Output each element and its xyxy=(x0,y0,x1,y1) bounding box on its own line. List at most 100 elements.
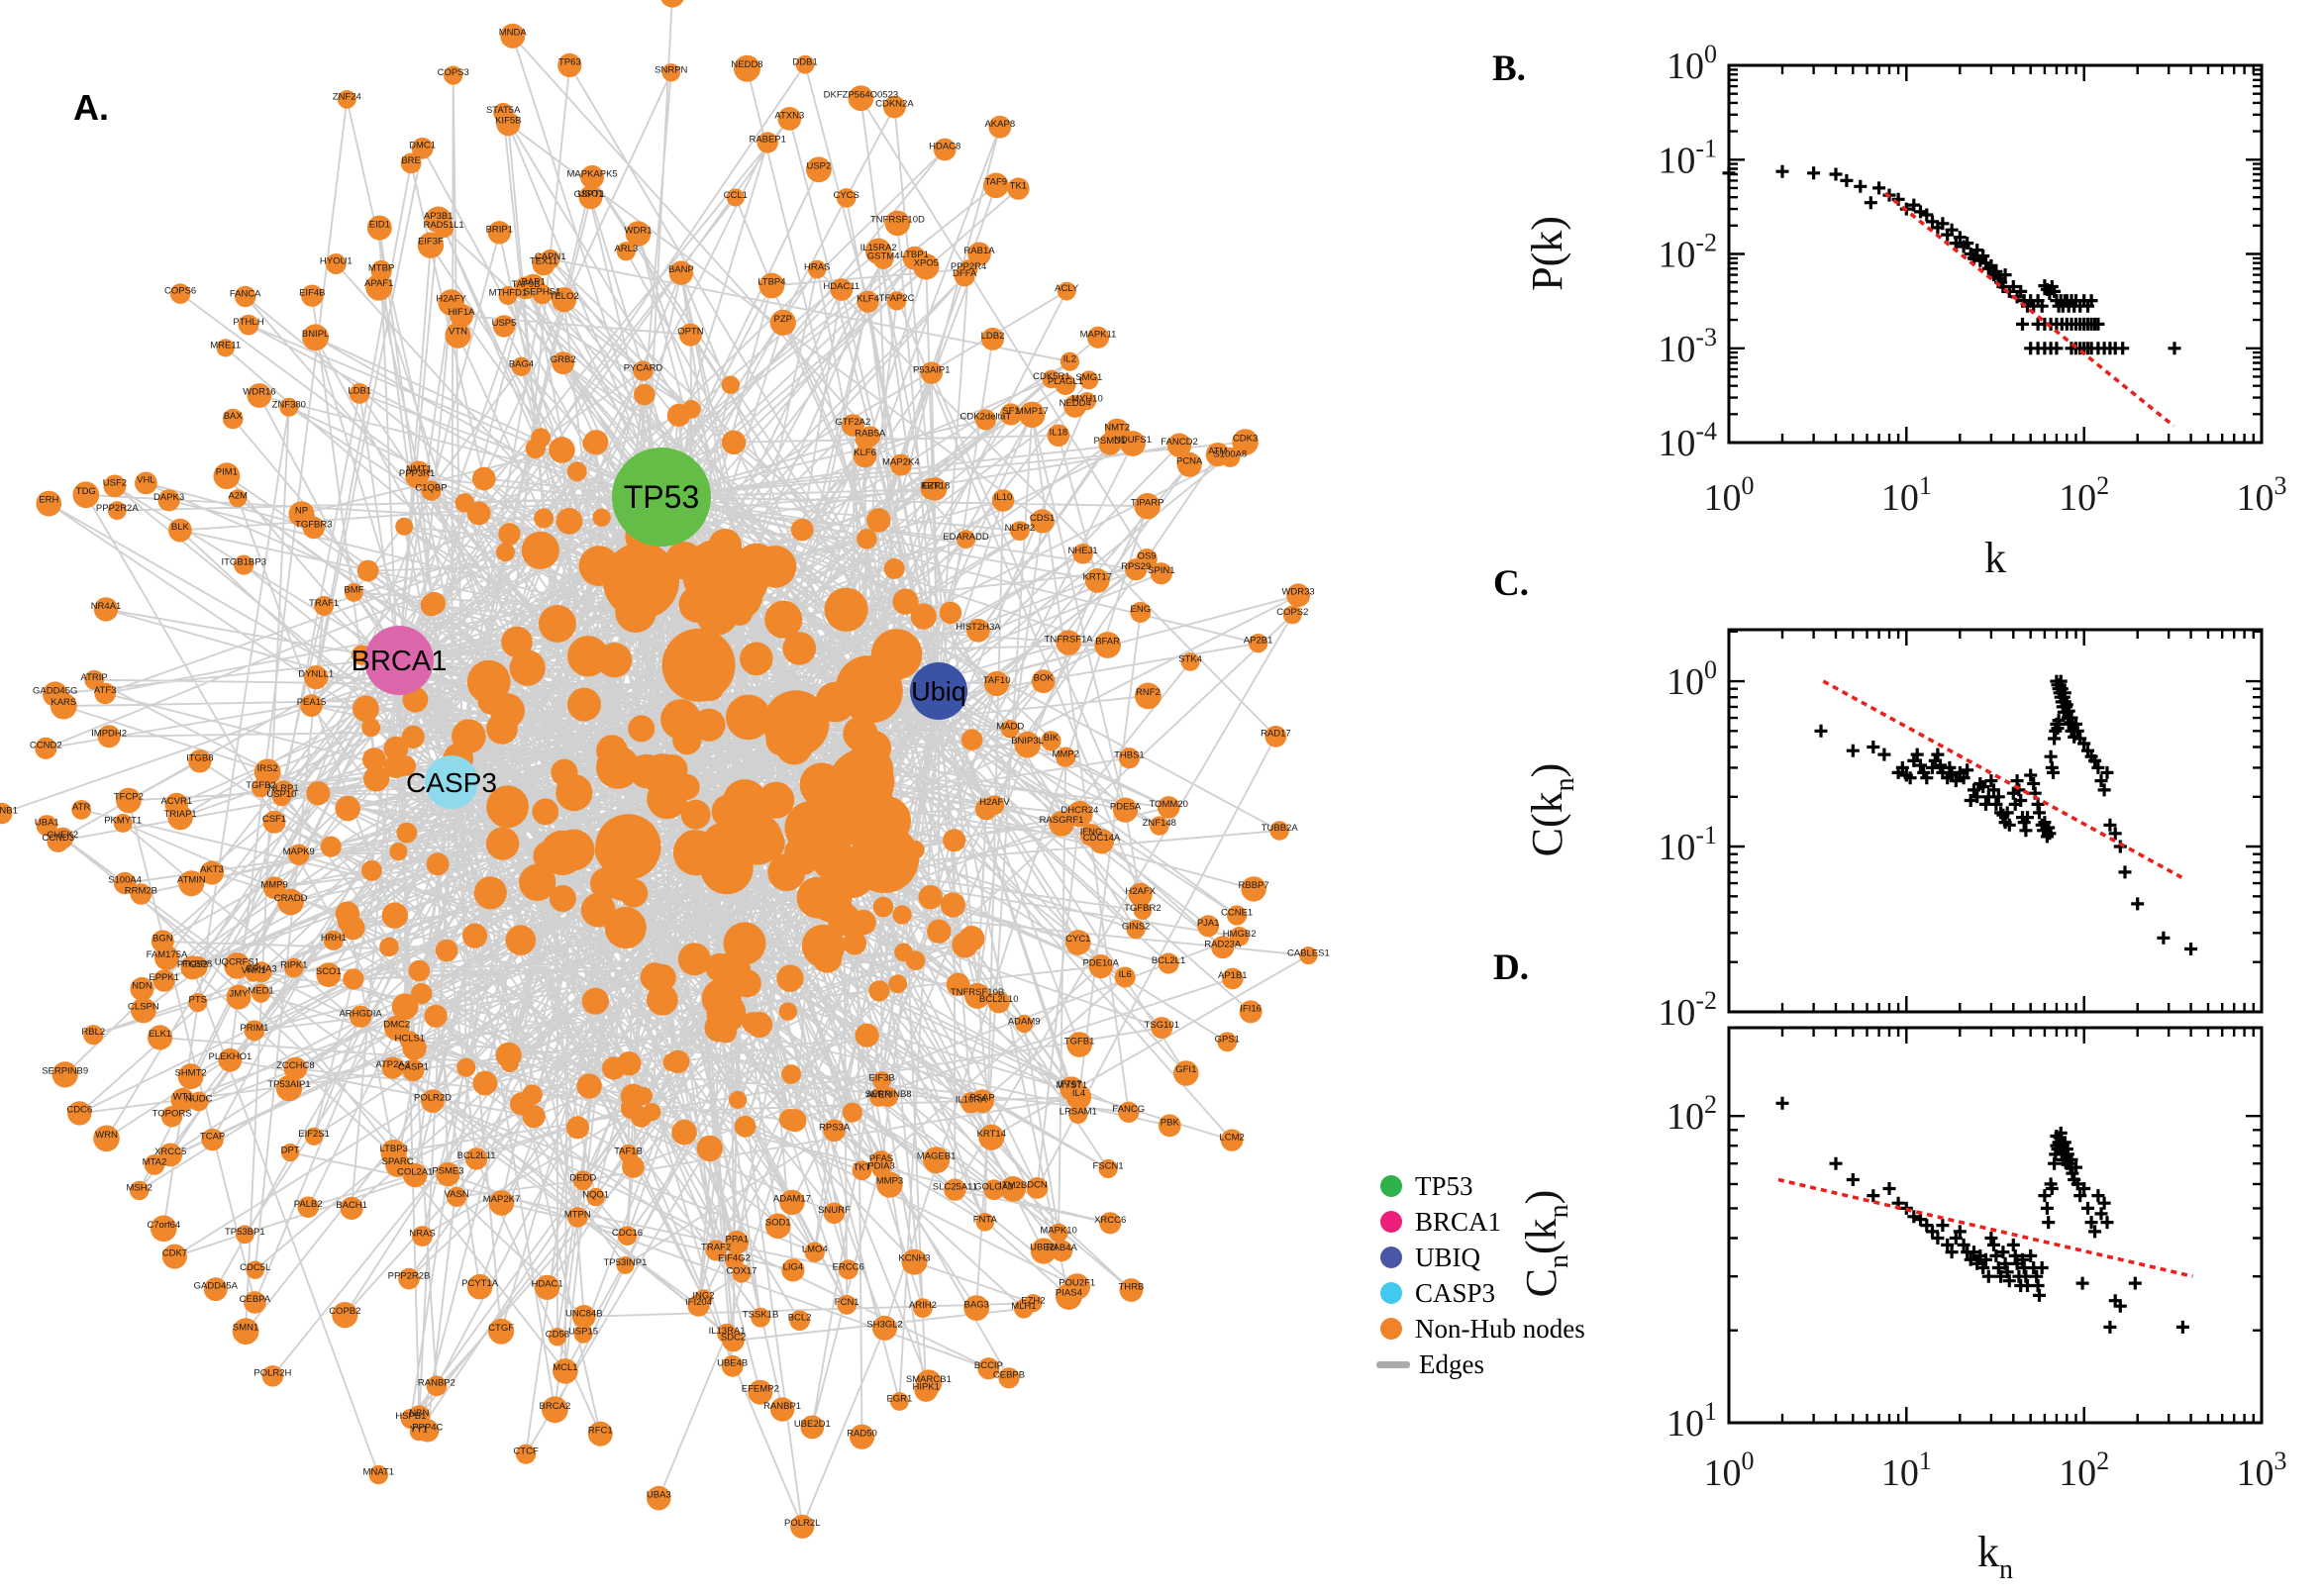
network-node[interactable] xyxy=(1088,954,1113,979)
network-node[interactable] xyxy=(400,152,422,174)
network-node[interactable] xyxy=(855,1023,879,1047)
network-node[interactable] xyxy=(943,829,966,852)
network-node[interactable] xyxy=(983,172,1009,199)
network-node[interactable] xyxy=(1099,1212,1122,1235)
network-node[interactable] xyxy=(131,997,156,1024)
network-node[interactable] xyxy=(335,795,361,822)
network-node[interactable] xyxy=(580,164,605,189)
network-node[interactable] xyxy=(391,993,419,1021)
network-node[interactable] xyxy=(188,749,212,773)
network-node[interactable] xyxy=(1068,1104,1088,1124)
network-node[interactable] xyxy=(1118,748,1140,769)
network-node[interactable] xyxy=(824,587,868,632)
network-node[interactable] xyxy=(511,356,532,376)
network-node[interactable] xyxy=(168,518,192,543)
network-node[interactable] xyxy=(843,931,867,955)
network-node[interactable] xyxy=(696,1135,723,1162)
network-node[interactable] xyxy=(487,221,511,245)
network-node[interactable] xyxy=(1066,1032,1092,1057)
network-node[interactable] xyxy=(36,490,62,517)
network-node[interactable] xyxy=(622,1155,645,1178)
network-node[interactable] xyxy=(566,461,587,482)
network-node[interactable] xyxy=(203,1277,228,1302)
network-node[interactable] xyxy=(1150,562,1172,585)
network-node[interactable] xyxy=(94,682,116,705)
network-node[interactable] xyxy=(35,737,57,759)
network-node[interactable] xyxy=(498,523,521,546)
network-node[interactable] xyxy=(216,339,235,357)
network-node[interactable] xyxy=(887,291,907,311)
network-node[interactable] xyxy=(838,1259,858,1280)
network-node[interactable] xyxy=(226,984,252,1010)
network-node[interactable] xyxy=(398,1267,420,1290)
network-node[interactable] xyxy=(576,1073,602,1099)
network-node[interactable] xyxy=(471,466,496,491)
network-node[interactable] xyxy=(966,618,990,643)
network-node[interactable] xyxy=(1057,281,1076,301)
network-node[interactable] xyxy=(1264,725,1287,748)
network-node[interactable] xyxy=(557,52,582,77)
network-node[interactable] xyxy=(660,699,701,740)
network-node[interactable] xyxy=(920,361,943,384)
network-node[interactable] xyxy=(809,879,853,923)
network-node[interactable] xyxy=(262,876,286,899)
network-node[interactable] xyxy=(933,138,957,161)
network-node[interactable] xyxy=(1098,432,1122,455)
network-node[interactable] xyxy=(734,54,760,82)
network-node[interactable] xyxy=(628,715,656,743)
network-node[interactable] xyxy=(678,323,702,347)
network-node[interactable] xyxy=(1151,1017,1173,1040)
network-node[interactable] xyxy=(279,397,299,417)
network-node[interactable] xyxy=(671,1119,697,1146)
network-node[interactable] xyxy=(913,253,940,280)
network-node[interactable] xyxy=(1220,1129,1244,1151)
network-node[interactable] xyxy=(625,221,652,247)
network-node[interactable] xyxy=(823,1119,846,1143)
network-node[interactable] xyxy=(918,885,943,910)
hub-node-brca1[interactable] xyxy=(364,626,434,695)
network-node[interactable] xyxy=(1098,1158,1118,1179)
network-node[interactable] xyxy=(734,1115,757,1138)
network-node[interactable] xyxy=(252,983,270,1003)
network-node[interactable] xyxy=(800,1415,825,1440)
network-node[interactable] xyxy=(363,765,390,792)
network-node[interactable] xyxy=(262,810,286,834)
network-node[interactable] xyxy=(1128,882,1153,907)
network-node[interactable] xyxy=(769,1397,795,1422)
network-node[interactable] xyxy=(580,892,616,928)
network-node[interactable] xyxy=(305,1127,324,1146)
network-node[interactable] xyxy=(302,324,329,351)
network-node[interactable] xyxy=(1180,652,1200,671)
network-node[interactable] xyxy=(462,923,488,948)
network-node[interactable] xyxy=(188,993,208,1013)
network-node[interactable] xyxy=(548,1328,567,1347)
network-node[interactable] xyxy=(1010,521,1030,541)
network-node[interactable] xyxy=(542,1396,568,1424)
network-node[interactable] xyxy=(876,1171,903,1198)
network-node[interactable] xyxy=(620,1097,643,1120)
network-node[interactable] xyxy=(488,1190,515,1216)
network-node[interactable] xyxy=(806,156,832,183)
network-node[interactable] xyxy=(853,444,877,468)
network-node[interactable] xyxy=(977,1357,1000,1380)
network-node[interactable] xyxy=(746,1011,773,1039)
network-node[interactable] xyxy=(872,1315,897,1341)
network-node[interactable] xyxy=(587,1421,613,1446)
network-node[interactable] xyxy=(525,438,546,459)
network-node[interactable] xyxy=(777,107,802,131)
network-node[interactable] xyxy=(890,1392,909,1411)
network-node[interactable] xyxy=(607,873,635,901)
network-node[interactable] xyxy=(582,434,601,452)
network-node[interactable] xyxy=(616,1255,635,1274)
network-node[interactable] xyxy=(721,430,747,454)
network-node[interactable] xyxy=(983,1179,1005,1201)
network-node[interactable] xyxy=(201,1128,224,1151)
network-node[interactable] xyxy=(843,716,878,751)
network-node[interactable] xyxy=(914,1378,939,1402)
network-node[interactable] xyxy=(1119,1278,1144,1302)
network-node[interactable] xyxy=(426,852,450,876)
network-node[interactable] xyxy=(464,1147,488,1170)
network-node[interactable] xyxy=(456,1057,476,1077)
network-node[interactable] xyxy=(1229,927,1250,947)
network-node[interactable] xyxy=(647,983,678,1016)
